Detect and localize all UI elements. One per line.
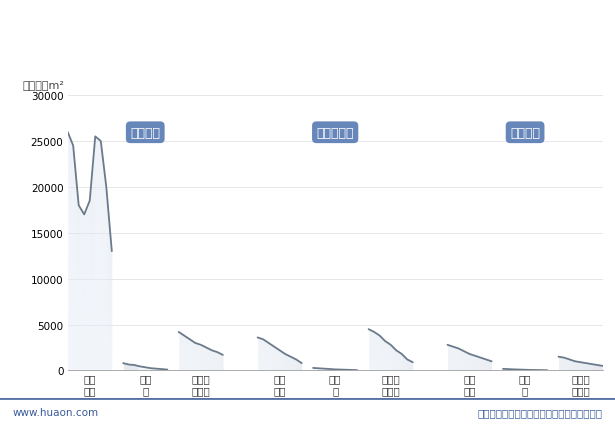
Text: 数据来源：国家统计局，华经产业研究院整理: 数据来源：国家统计局，华经产业研究院整理 [478,407,603,417]
Text: 竣工面积: 竣工面积 [510,127,540,139]
Text: www.huaon.com: www.huaon.com [12,407,98,417]
Text: 单位：万m²: 单位：万m² [22,79,64,89]
Text: 华经情报网: 华经情报网 [25,16,62,29]
Text: 新开工面积: 新开工面积 [317,127,354,139]
Bar [14,4,17,40]
Bar [7,11,12,34]
Text: 施工面积: 施工面积 [130,127,161,139]
Text: 2016-2024年1-11月辽宁省房地产施工面积情况: 2016-2024年1-11月辽宁省房地产施工面积情况 [167,57,448,75]
Text: 专业严谨●客观科学: 专业严谨●客观科学 [534,17,597,27]
